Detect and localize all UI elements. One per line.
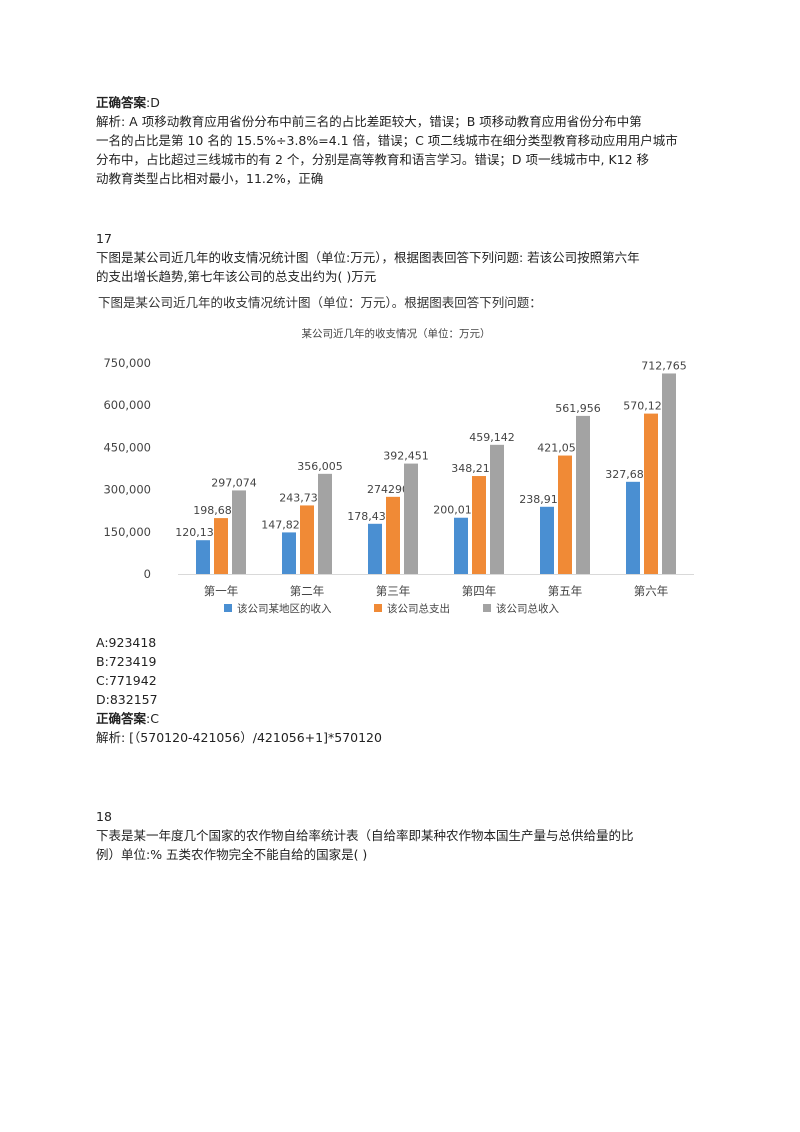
y-tick-label: 300,000 — [103, 483, 151, 497]
y-tick-label: 150,000 — [103, 525, 151, 539]
y-tick-label: 0 — [144, 567, 151, 581]
q17-chart-image: 下图是某公司近几年的收支情况统计图（单位：万元）。根据图表回答下列问题： 某公司… — [96, 290, 704, 628]
data-label: 561,956 — [555, 402, 601, 415]
bar — [472, 476, 486, 574]
data-label: 421,056 — [537, 442, 583, 455]
data-label: 120,137 — [175, 526, 221, 539]
bar — [558, 455, 572, 574]
data-label: 356,005 — [297, 460, 343, 473]
bar — [300, 505, 314, 574]
bar-chart: 下图是某公司近几年的收支情况统计图（单位：万元）。根据图表回答下列问题： 某公司… — [96, 290, 704, 628]
legend-label: 该公司总支出 — [387, 602, 450, 615]
q17-number: 17 — [96, 231, 112, 246]
bar — [214, 518, 228, 574]
bar — [232, 490, 246, 574]
q18-number: 18 — [96, 809, 112, 824]
legend-swatch — [374, 604, 382, 612]
legend-label: 该公司总收入 — [496, 602, 559, 615]
q17-option-b: B:723419 — [96, 654, 157, 669]
q18-question-line: 下表是某一年度几个国家的农作物自给率统计表（自给率即某种农作物本国生产量与总供给… — [96, 828, 634, 843]
q17-question-line: 的支出增长趋势,第七年该公司的总支出约为( )万元 — [96, 269, 377, 284]
q17-answer-label: 正确答案 — [96, 711, 147, 726]
bar — [626, 481, 640, 574]
q17-options: A:923418 B:723419 C:771942 D:832157 正确答案… — [96, 633, 708, 747]
bar — [404, 463, 418, 574]
data-label: 392,451 — [383, 450, 429, 463]
q16-answer-label: 正确答案 — [96, 95, 147, 110]
q16-analysis-line: 解析: A 项移动教育应用省份分布中前三名的占比差距较大，错误；B 项移动教育应… — [96, 114, 642, 129]
bar — [540, 506, 554, 574]
legend-swatch — [224, 604, 232, 612]
data-label: 274290 — [367, 483, 409, 496]
data-label: 327,680 — [605, 468, 651, 481]
y-tick-label: 750,000 — [103, 356, 151, 370]
data-label: 200,012 — [433, 504, 479, 517]
q16-analysis-line: 一名的占比是第 10 名的 15.5%÷3.8%=4.1 倍，错误；C 项二线城… — [96, 133, 678, 148]
bar — [386, 496, 400, 574]
data-label: 570,120 — [623, 400, 669, 413]
q16-answer-value: :D — [146, 95, 160, 110]
bar — [644, 413, 658, 574]
q17-option-a: A:923418 — [96, 635, 157, 650]
bar — [454, 517, 468, 574]
bar — [490, 444, 504, 574]
y-tick-label: 450,000 — [103, 440, 151, 454]
chart-title: 某公司近几年的收支情况（单位：万元） — [302, 327, 491, 340]
data-label: 712,765 — [641, 359, 687, 372]
x-tick-label: 第六年 — [634, 584, 669, 598]
q16-section: 正确答案:D 解析: A 项移动教育应用省份分布中前三名的占比差距较大，错误；B… — [96, 93, 708, 188]
x-tick-label: 第五年 — [548, 584, 583, 598]
x-tick-label: 第三年 — [376, 584, 411, 598]
q17-question-line: 下图是某公司近几年的收支情况统计图（单位:万元），根据图表回答下列问题: 若该公… — [96, 250, 640, 265]
q17-option-c: C:771942 — [96, 673, 157, 688]
chart-header: 下图是某公司近几年的收支情况统计图（单位：万元）。根据图表回答下列问题： — [98, 295, 542, 310]
legend-swatch — [483, 604, 491, 612]
q16-analysis-line: 动教育类型占比相对最小，11.2%，正确 — [96, 171, 324, 186]
bar — [576, 415, 590, 574]
q18-section: 18 下表是某一年度几个国家的农作物自给率统计表（自给率即某种农作物本国生产量与… — [96, 807, 708, 864]
bar — [662, 373, 676, 574]
x-tick-label: 第一年 — [204, 584, 239, 598]
data-label: 348,216 — [451, 462, 497, 475]
q17-section: 17 下图是某公司近几年的收支情况统计图（单位:万元），根据图表回答下列问题: … — [96, 229, 708, 286]
data-label: 238,914 — [519, 493, 565, 506]
q17-answer-value: :C — [146, 711, 159, 726]
data-label: 147,821 — [261, 518, 307, 531]
x-tick-label: 第二年 — [290, 584, 325, 598]
q17-option-d: D:832157 — [96, 692, 158, 707]
q18-question-line: 例）单位:% 五类农作物完全不能自给的国家是( ) — [96, 847, 368, 862]
bar — [196, 540, 210, 574]
q16-analysis-line: 分布中，占比超过三线城市的有 2 个，分别是高等教育和语言学习。错误；D 项一线… — [96, 152, 650, 167]
q17-analysis: 解析: [（570120-421056）/421056+1]*570120 — [96, 730, 382, 745]
bar — [368, 523, 382, 574]
data-label: 243,738 — [279, 491, 325, 504]
bar — [282, 532, 296, 574]
bar — [318, 473, 332, 574]
data-label: 178,439 — [347, 510, 393, 523]
data-label: 297,074 — [211, 476, 257, 489]
x-tick-label: 第四年 — [462, 584, 497, 598]
y-tick-label: 600,000 — [103, 398, 151, 412]
data-label: 459,142 — [469, 431, 515, 444]
legend-label: 该公司某地区的收入 — [237, 602, 332, 615]
data-label: 198,682 — [193, 504, 239, 517]
